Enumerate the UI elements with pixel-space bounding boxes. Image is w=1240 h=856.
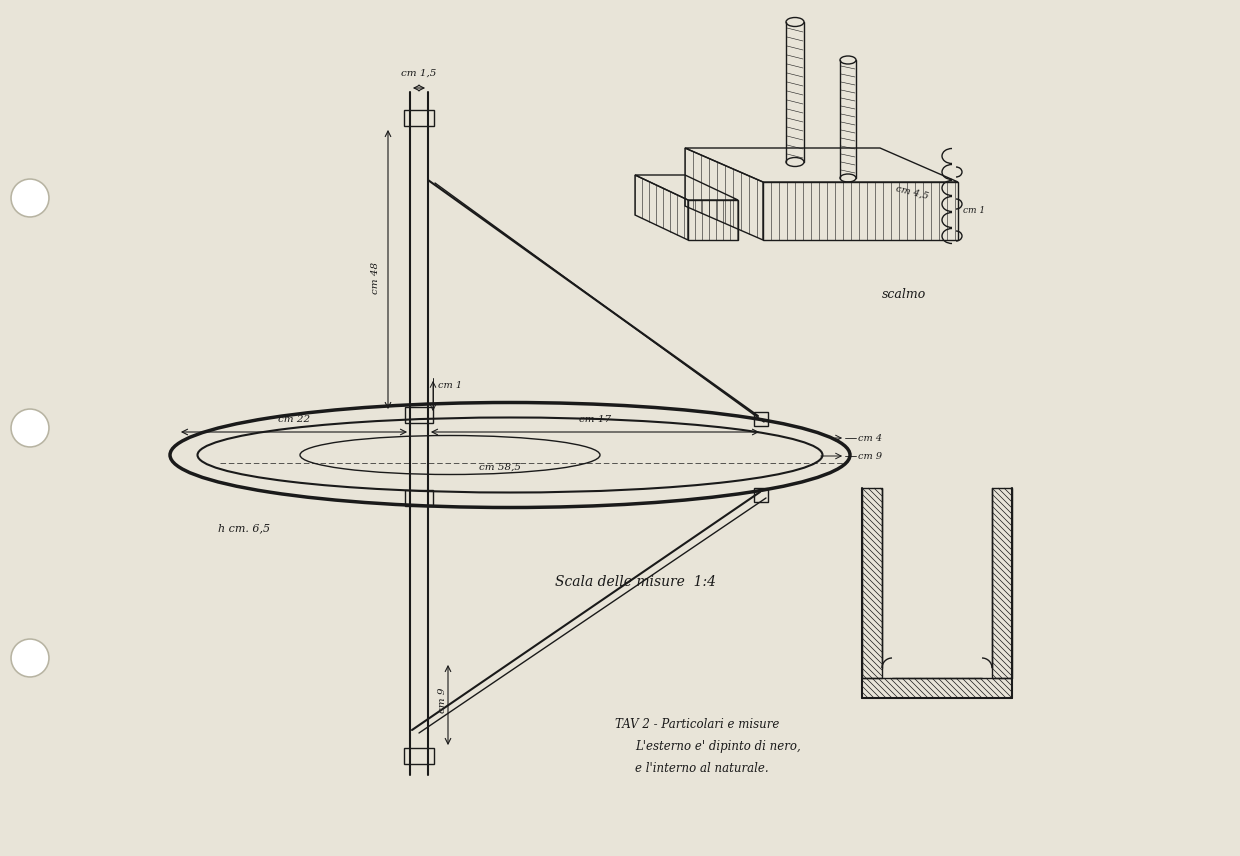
- Text: Scala delle misure  1:4: Scala delle misure 1:4: [556, 575, 715, 589]
- Bar: [404, 748, 434, 764]
- Bar: [754, 488, 768, 502]
- Circle shape: [11, 179, 50, 217]
- Bar: [754, 412, 768, 426]
- Text: scalmo: scalmo: [882, 288, 926, 301]
- Text: e l'interno al naturale.: e l'interno al naturale.: [635, 762, 769, 775]
- Text: cm 1: cm 1: [963, 205, 985, 215]
- Bar: [405, 407, 433, 423]
- Text: cm 58,5: cm 58,5: [479, 462, 521, 472]
- Text: L'esterno e' dipinto di nero,: L'esterno e' dipinto di nero,: [635, 740, 801, 753]
- Bar: [404, 110, 434, 126]
- Text: cm 48: cm 48: [371, 262, 379, 294]
- Text: cm 4: cm 4: [858, 433, 882, 443]
- Text: cm 17: cm 17: [579, 415, 611, 424]
- Text: cm 9: cm 9: [858, 451, 882, 461]
- Circle shape: [11, 639, 50, 677]
- Text: cm 9: cm 9: [438, 687, 446, 713]
- Bar: [405, 490, 433, 506]
- Bar: [862, 488, 882, 678]
- Text: TAV 2 - Particolari e misure: TAV 2 - Particolari e misure: [615, 718, 780, 731]
- Text: cm 22: cm 22: [278, 415, 310, 424]
- Text: cm 1: cm 1: [438, 381, 463, 389]
- Bar: [992, 488, 1012, 678]
- Text: cm 1,5: cm 1,5: [402, 69, 436, 78]
- Circle shape: [11, 409, 50, 447]
- Text: h cm. 6,5: h cm. 6,5: [218, 523, 270, 533]
- Text: cm 4,5: cm 4,5: [895, 183, 930, 200]
